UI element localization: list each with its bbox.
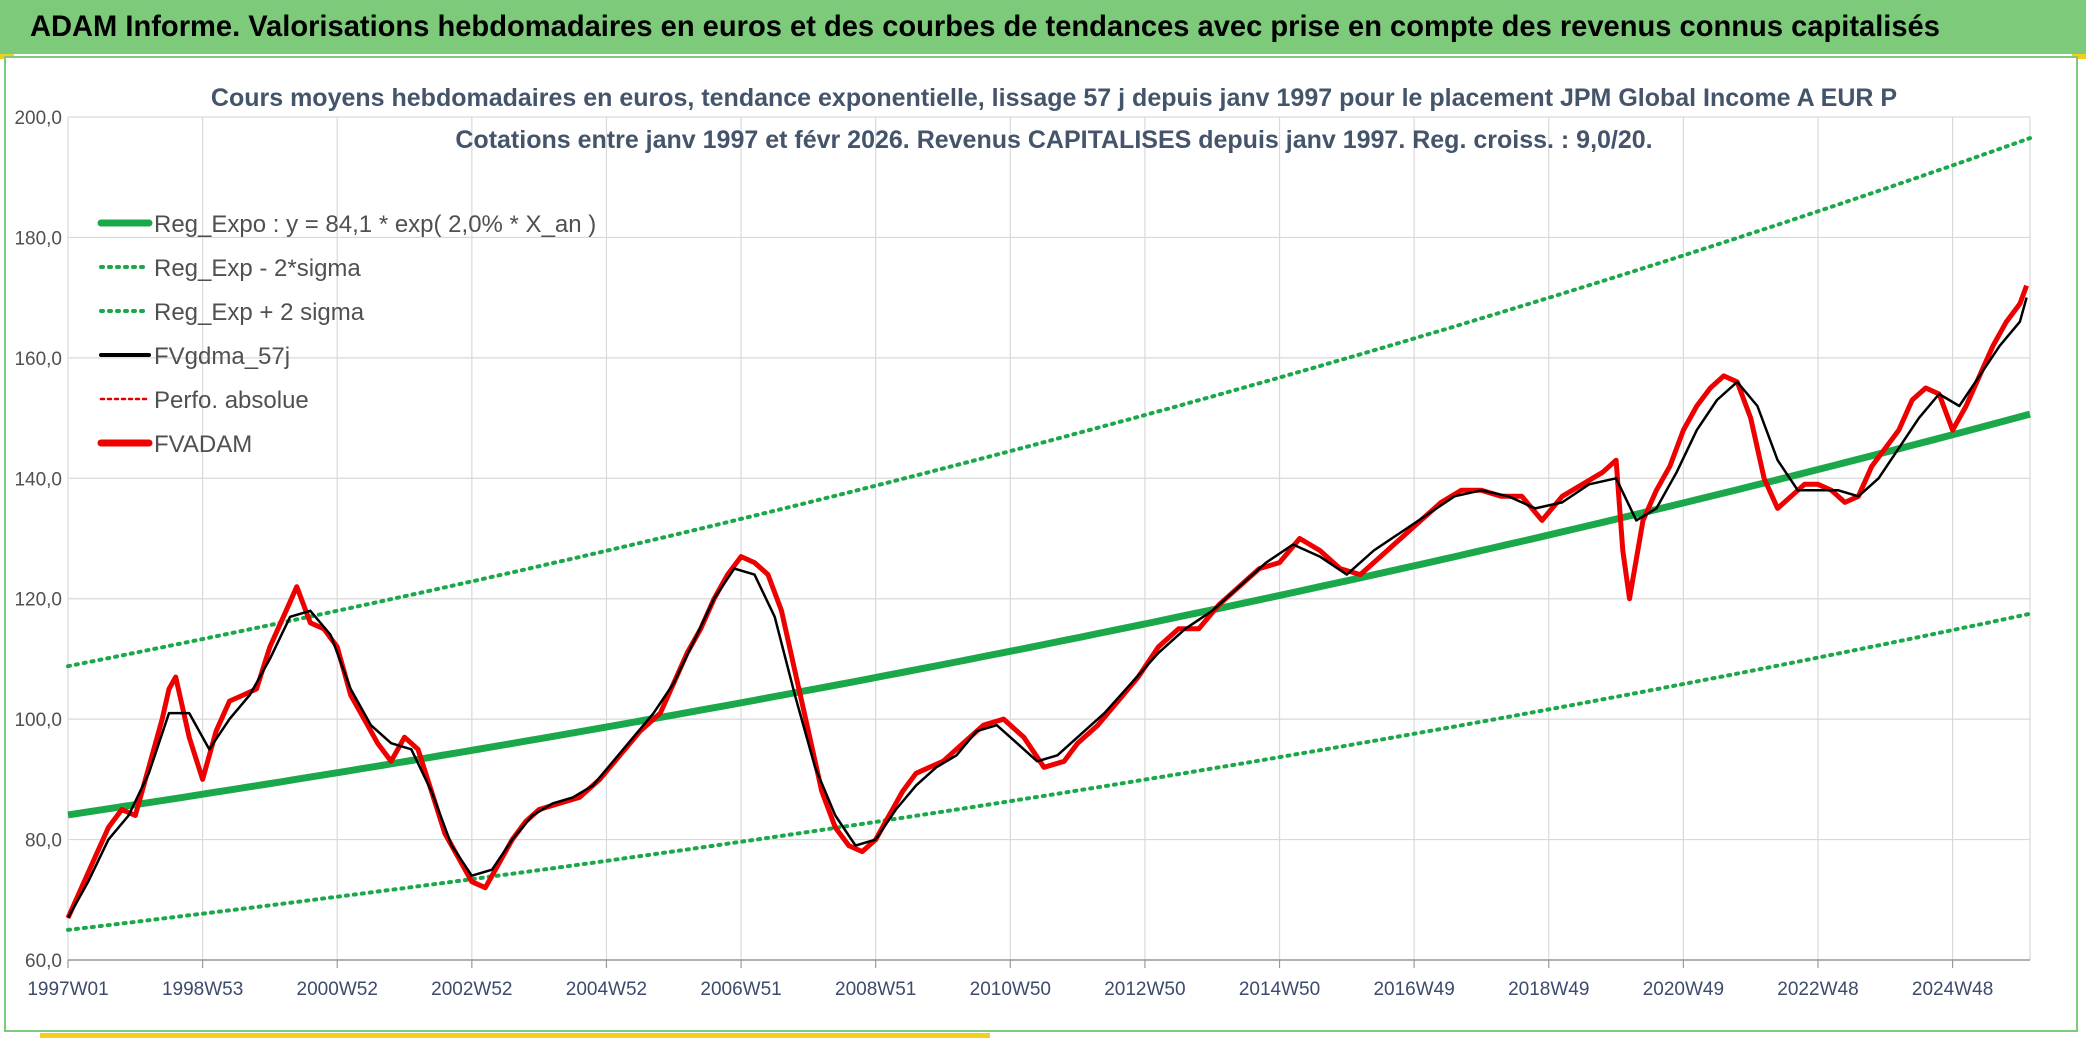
x-tick-label: 2016W49 bbox=[1373, 979, 1454, 1000]
x-tick-label: 2000W52 bbox=[297, 979, 378, 1000]
legend: Reg_Expo : y = 84,1 * exp( 2,0% * X_an )… bbox=[97, 211, 596, 458]
line-chart: 60,0 80,0 100,0 120,0 140,0 160,0 180,0 200,0 19… bbox=[14, 84, 2032, 1000]
header-banner: ADAM Informe. Valorisations hebdomadaire… bbox=[0, 0, 2086, 54]
x-tick-label: 2022W48 bbox=[1777, 979, 1858, 1000]
y-tick-label: 60,0 bbox=[25, 951, 62, 972]
y-tick-label: 180,0 bbox=[14, 228, 62, 249]
legend-label-perfo: Perfo. absolue bbox=[154, 387, 309, 414]
fvadam-line bbox=[65, 284, 2029, 919]
x-tick-label: 2024W48 bbox=[1912, 979, 1993, 1000]
fvgdma-line bbox=[66, 297, 2028, 919]
y-tick-label: 120,0 bbox=[14, 590, 62, 611]
trend-line bbox=[67, 410, 2031, 819]
x-tick-label: 2020W49 bbox=[1643, 979, 1724, 1000]
x-tick-label: 2010W50 bbox=[970, 979, 1051, 1000]
legend-label-reg_expo: Reg_Expo : y = 84,1 * exp( 2,0% * X_an ) bbox=[154, 211, 596, 238]
legend-label-reg_minus: Reg_Exp - 2*sigma bbox=[154, 255, 361, 282]
legend-label-reg_plus: Reg_Exp + 2 sigma bbox=[154, 299, 365, 326]
chart-frame: 60,0 80,0 100,0 120,0 140,0 160,0 180,0 200,0 19… bbox=[4, 56, 2078, 1032]
x-tick-label: 1997W01 bbox=[27, 979, 108, 1000]
y-tick-label: 140,0 bbox=[14, 469, 62, 490]
x-tick-label: 1998W53 bbox=[162, 979, 243, 1000]
report-title: ADAM Informe. Valorisations hebdomadaire… bbox=[30, 10, 1940, 43]
y-tick-label: 160,0 bbox=[14, 349, 62, 370]
legend-label-fvadam: FVADAM bbox=[154, 431, 252, 458]
chart-title: Cours moyens hebdomadaires en euros, ten… bbox=[211, 84, 1897, 112]
x-tick-label: 2006W51 bbox=[700, 979, 781, 1000]
chart-subtitle: Cotations entre janv 1997 et févr 2026. … bbox=[455, 126, 1652, 154]
y-tick-label: 200,0 bbox=[14, 108, 62, 129]
x-tick-label: 2002W52 bbox=[431, 979, 512, 1000]
trend-bands bbox=[66, 136, 2032, 932]
grid bbox=[67, 116, 2031, 961]
bottom-accent-left bbox=[40, 1033, 990, 1038]
corner-accent-top-right bbox=[2072, 54, 2086, 59]
x-tick-label: 2018W49 bbox=[1508, 979, 1589, 1000]
band-upper-line bbox=[66, 136, 2032, 669]
y-tick-label: 80,0 bbox=[25, 831, 62, 852]
band-lower-line bbox=[66, 611, 2032, 932]
y-tick-label: 100,0 bbox=[14, 710, 62, 731]
trend-line-path bbox=[67, 410, 2031, 819]
x-tick-label: 2008W51 bbox=[835, 979, 916, 1000]
legend-label-fvgdma: FVgdma_57j bbox=[154, 343, 290, 370]
series bbox=[65, 284, 2029, 919]
x-tick-label: 2004W52 bbox=[566, 979, 647, 1000]
x-tick-label: 2012W50 bbox=[1104, 979, 1185, 1000]
x-tick-label: 2014W50 bbox=[1239, 979, 1320, 1000]
axes: 60,0 80,0 100,0 120,0 140,0 160,0 180,0 200,0 19… bbox=[14, 108, 2030, 1000]
